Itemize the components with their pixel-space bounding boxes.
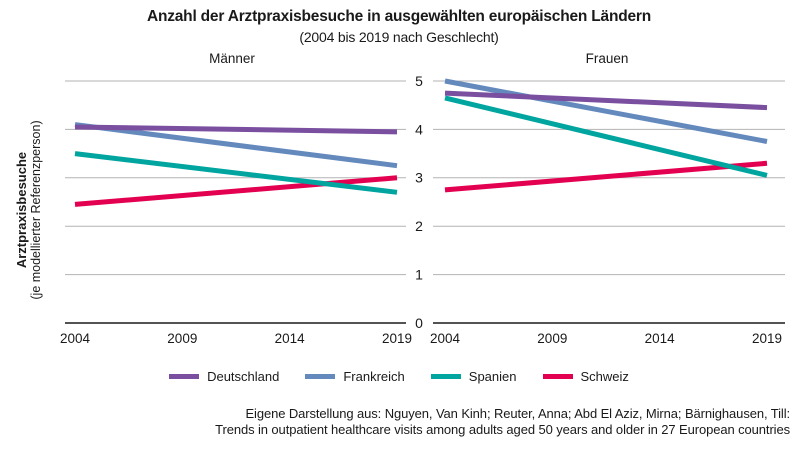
y-tick-label: 1	[415, 267, 423, 283]
series-line-schweiz	[444, 160, 768, 193]
source-note: Eigene Darstellung aus: Nguyen, Van Kinh…	[215, 406, 790, 438]
panel-title: Männer	[209, 51, 255, 66]
legend-label: Spanien	[468, 369, 517, 384]
series-line-deutschland	[444, 90, 768, 111]
legend-item-spanien: Spanien	[430, 369, 517, 384]
x-tick-label: 2004	[60, 331, 91, 346]
source-line-2: Trends in outpatient healthcare visits a…	[215, 422, 790, 437]
y-tick-label: 0	[415, 315, 423, 331]
panel-title: Frauen	[586, 51, 629, 66]
legend-swatch-icon	[305, 374, 336, 379]
legend-item-frankreich: Frankreich	[305, 369, 405, 384]
legend-swatch-icon	[169, 374, 200, 379]
legend-label: Frankreich	[343, 369, 405, 384]
legend-item-deutschland: Deutschland	[169, 369, 279, 384]
y-tick-label: 3	[415, 170, 423, 186]
x-tick-label: 2019	[752, 331, 782, 346]
legend-item-schweiz: Schweiz	[542, 369, 629, 384]
series-line-frankreich	[74, 122, 398, 169]
chart-subtitle: (2004 bis 2019 nach Geschlecht)	[299, 29, 499, 45]
series-line-spanien	[74, 151, 398, 195]
chart-title: Anzahl der Arztpraxisbesuche in ausgewäh…	[146, 8, 652, 25]
x-tick-label: 2019	[382, 331, 412, 346]
legend-swatch-icon	[430, 374, 461, 379]
y-tick-label: 5	[415, 73, 423, 89]
source-line-1: Eigene Darstellung aus: Nguyen, Van Kinh…	[245, 406, 790, 421]
legend: Deutschland Frankreich Spanien Schweiz	[0, 369, 798, 384]
series-line-deutschland	[74, 124, 398, 135]
x-tick-label: 2014	[275, 331, 306, 346]
y-tick-label: 4	[415, 121, 423, 137]
x-tick-label: 2009	[167, 331, 197, 346]
x-tick-label: 2004	[430, 331, 461, 346]
legend-swatch-icon	[542, 374, 573, 379]
x-tick-label: 2009	[537, 331, 567, 346]
series-line-schweiz	[74, 175, 398, 207]
series-line-spanien	[444, 95, 768, 178]
legend-label: Schweiz	[580, 369, 629, 384]
series-line-frankreich	[444, 78, 768, 144]
legend-label: Deutschland	[207, 369, 280, 384]
x-tick-label: 2014	[645, 331, 676, 346]
y-tick-label: 2	[415, 218, 423, 234]
